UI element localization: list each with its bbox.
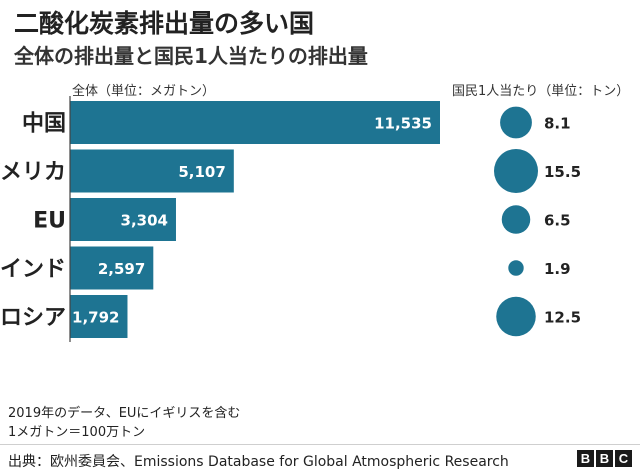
bar-value-label: 1,792 xyxy=(72,309,119,327)
logo-letter: B xyxy=(596,450,613,467)
bubble-value-label: 8.1 xyxy=(544,115,571,133)
footer: 出典：欧州委員会、Emissions Database for Global A… xyxy=(0,444,640,471)
bubble-value-label: 12.5 xyxy=(544,309,581,327)
bubble-value-label: 1.9 xyxy=(544,260,571,278)
bar xyxy=(70,101,440,144)
chart: 中国 11,535 8.1 アメリカ 5,107 15.5 EU 3,304 6.5 インド 2,5… xyxy=(0,96,581,342)
page-subtitle: 全体の排出量と国民1人当たりの排出量 xyxy=(14,44,368,68)
source-text: 出典：欧州委員会、Emissions Database for Global A… xyxy=(8,454,509,470)
bubble xyxy=(494,149,538,193)
bubble xyxy=(500,106,532,139)
note-year: 2019年のデータ、EUにイギリスを含む xyxy=(8,406,241,421)
bubble xyxy=(501,205,531,234)
bar-value-label: 3,304 xyxy=(121,212,168,230)
note-unit: 1メガトン＝100万トン xyxy=(8,425,146,440)
bubble-axis-label: 国民1人当たり（単位：トン） xyxy=(452,84,630,99)
bar-value-label: 11,535 xyxy=(374,115,432,133)
category-label: EU xyxy=(33,209,66,234)
bar-value-label: 5,107 xyxy=(178,163,225,181)
category-label: アメリカ xyxy=(0,160,66,185)
bar-value-label: 2,597 xyxy=(98,260,145,278)
bubble-value-label: 6.5 xyxy=(544,212,571,230)
bubble xyxy=(508,260,524,276)
bar xyxy=(70,295,128,338)
bubble-value-label: 15.5 xyxy=(544,163,581,181)
logo-letter: B xyxy=(577,450,594,467)
bbc-logo: B B C xyxy=(577,450,632,467)
bar xyxy=(70,198,176,241)
bar xyxy=(70,149,234,193)
bar-axis-label: 全体（単位：メガトン） xyxy=(72,84,216,99)
category-label: 中国 xyxy=(22,112,66,137)
logo-letter: C xyxy=(615,450,632,467)
bar xyxy=(70,246,154,290)
category-label: インド xyxy=(0,257,66,282)
page-title: 二酸化炭素排出量の多い国 xyxy=(14,9,315,38)
category-label: ロシア xyxy=(0,306,66,331)
bubble xyxy=(496,296,536,337)
